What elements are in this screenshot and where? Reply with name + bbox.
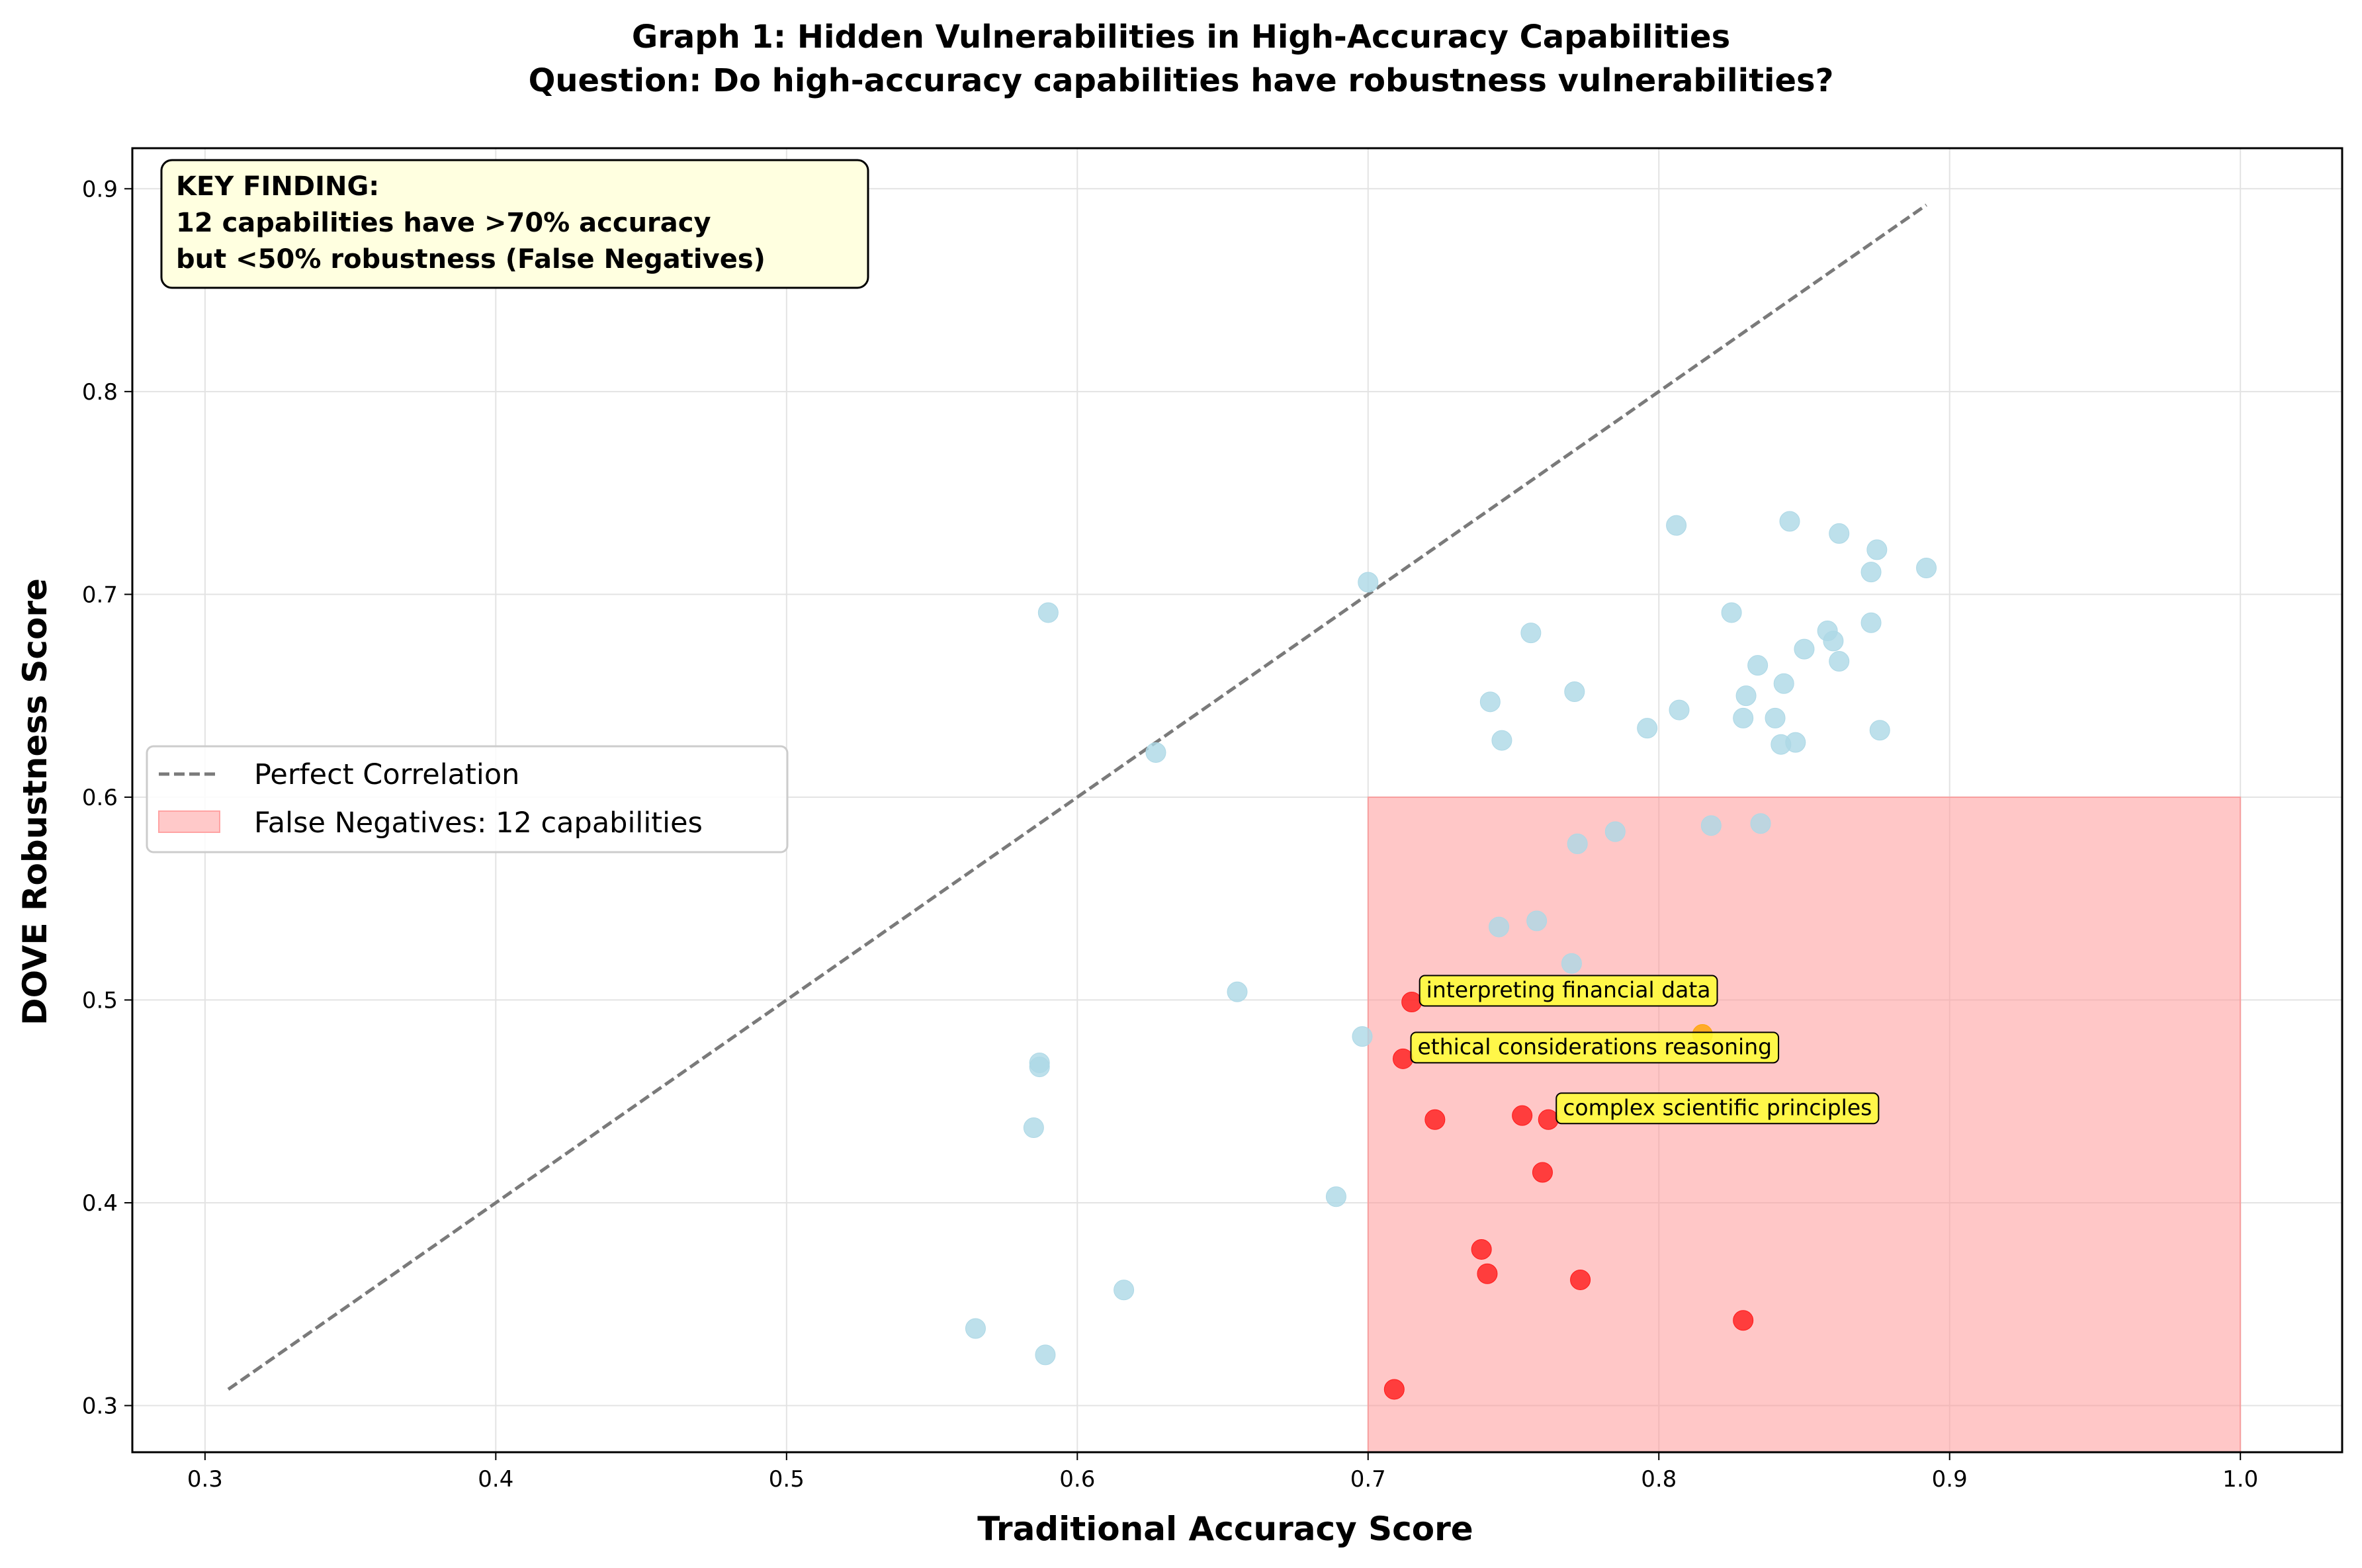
capability-point	[1866, 539, 1888, 560]
capability-point	[1564, 681, 1585, 703]
y-tick-label: 0.3	[82, 1393, 118, 1419]
capability-point	[1771, 734, 1792, 755]
capability-point	[1733, 707, 1754, 728]
x-tick-label: 0.4	[478, 1466, 513, 1493]
capability-point	[1779, 511, 1800, 532]
annotation-background	[1410, 1031, 1780, 1064]
capability-point	[965, 1318, 986, 1339]
key-finding-box: KEY FINDING: 12 capabilities have >70% a…	[160, 159, 869, 289]
false-negative-point	[1570, 1269, 1591, 1290]
annotation-background	[1419, 975, 1718, 1007]
capability-point	[1829, 523, 1850, 544]
capability-point	[1750, 813, 1771, 834]
false-negative-point	[1401, 991, 1422, 1012]
capability-point	[1765, 707, 1786, 728]
capability-point	[1227, 981, 1248, 1002]
capability-point	[1916, 558, 1937, 579]
legend-false-negatives-swatch	[158, 810, 220, 833]
y-tick-label: 0.9	[82, 176, 118, 202]
y-tick-label: 0.5	[82, 987, 118, 1014]
y-axis-label: DOVE Robustness Score	[16, 578, 54, 1025]
capability-point	[1669, 699, 1690, 720]
capability-point	[1735, 685, 1757, 707]
capability-point	[1491, 730, 1512, 751]
key-finding-line-2: 12 capabilities have >70% accuracy	[176, 208, 711, 238]
x-tick-label: 0.8	[1641, 1466, 1677, 1493]
perfect-correlation-line	[227, 203, 1927, 1391]
key-finding-background	[160, 159, 869, 289]
capability-point	[1114, 1280, 1135, 1301]
y-tick-label: 0.8	[82, 379, 118, 406]
capability-point	[1666, 515, 1687, 536]
capability-point	[1325, 1186, 1346, 1207]
annotation-background	[1555, 1092, 1880, 1125]
capability-point	[1637, 718, 1658, 739]
x-tick-label: 0.9	[1932, 1466, 1968, 1493]
false-negative-point	[1538, 1109, 1559, 1130]
legend-frame	[146, 745, 789, 853]
key-finding-line-3: but <50% robustness (False Negatives)	[176, 244, 765, 275]
capability-point	[1794, 638, 1815, 660]
capability-point	[1358, 572, 1379, 593]
legend-perfect-correlation-label: Perfect Correlation	[254, 758, 519, 791]
capability-point	[1604, 821, 1626, 842]
capability-point	[1520, 623, 1542, 644]
chart-subtitle: Question: Do high-accuracy capabilities …	[529, 62, 1834, 99]
y-tick-label: 0.7	[82, 582, 118, 608]
capability-point	[1145, 742, 1166, 763]
axes-frame	[131, 147, 2343, 1454]
capability-point	[1721, 602, 1742, 623]
annotation-label: ethical considerations reasoning	[1410, 1031, 1780, 1064]
capability-point	[1035, 1344, 1056, 1366]
capability-point	[1773, 673, 1794, 694]
false-negative-point	[1532, 1162, 1553, 1183]
false-negative-point	[1477, 1263, 1498, 1284]
capability-point	[1860, 562, 1882, 583]
capability-point	[1860, 612, 1882, 633]
y-tick-label: 0.6	[82, 785, 118, 811]
capability-point	[1747, 655, 1769, 676]
false-negative-region	[1367, 796, 2242, 1453]
legend: Perfect Correlation False Negatives: 12 …	[146, 745, 789, 853]
false-negative-point	[1424, 1109, 1446, 1130]
x-axis-label: Traditional Accuracy Score	[977, 1510, 1473, 1548]
capability-point	[1823, 631, 1844, 652]
capability-point	[1352, 1026, 1373, 1047]
capability-point	[1479, 691, 1501, 713]
capability-point	[1489, 916, 1510, 937]
plot-area: 0.3 0.4 0.5 0.6 0.7 0.8 0.9 1.0 0.3 0.4 0.5 0.6 0.7 0…	[82, 147, 2343, 1493]
y-tick-label: 0.4	[82, 1190, 118, 1217]
capability-point	[1037, 602, 1059, 623]
capability-point	[1023, 1117, 1044, 1139]
x-tick-label: 0.6	[1059, 1466, 1095, 1493]
annotation-text: ethical considerations reasoning	[1418, 1033, 1772, 1059]
annotation-label: interpreting financial data	[1419, 975, 1718, 1007]
annotation-text: interpreting financial data	[1426, 977, 1711, 1002]
false-negative-point	[1733, 1310, 1754, 1331]
capability-point	[1567, 833, 1588, 854]
capability-point	[1700, 815, 1722, 836]
capability-point	[1561, 953, 1582, 974]
false-negative-point	[1393, 1048, 1413, 1069]
x-tick-label: 1.0	[2222, 1466, 2258, 1493]
false-negative-point	[1471, 1239, 1492, 1260]
x-tick-label: 0.3	[187, 1466, 223, 1493]
annotation-text: complex scientific principles	[1563, 1094, 1872, 1120]
legend-false-negatives-label: False Negatives: 12 capabilities	[254, 806, 703, 840]
x-tick-label: 0.5	[769, 1466, 805, 1493]
capability-point	[1029, 1057, 1050, 1078]
key-finding-heading: KEY FINDING:	[176, 171, 379, 202]
annotation-label: complex scientific principles	[1555, 1092, 1880, 1125]
capability-point	[1869, 720, 1890, 741]
chart-title: Graph 1: Hidden Vulnerabilities in High-…	[632, 19, 1730, 56]
false-negative-point	[1512, 1105, 1533, 1126]
x-tick-label: 0.7	[1350, 1466, 1386, 1493]
capability-point	[1829, 651, 1850, 672]
capability-point	[1526, 910, 1548, 932]
false-negative-point	[1383, 1379, 1405, 1400]
